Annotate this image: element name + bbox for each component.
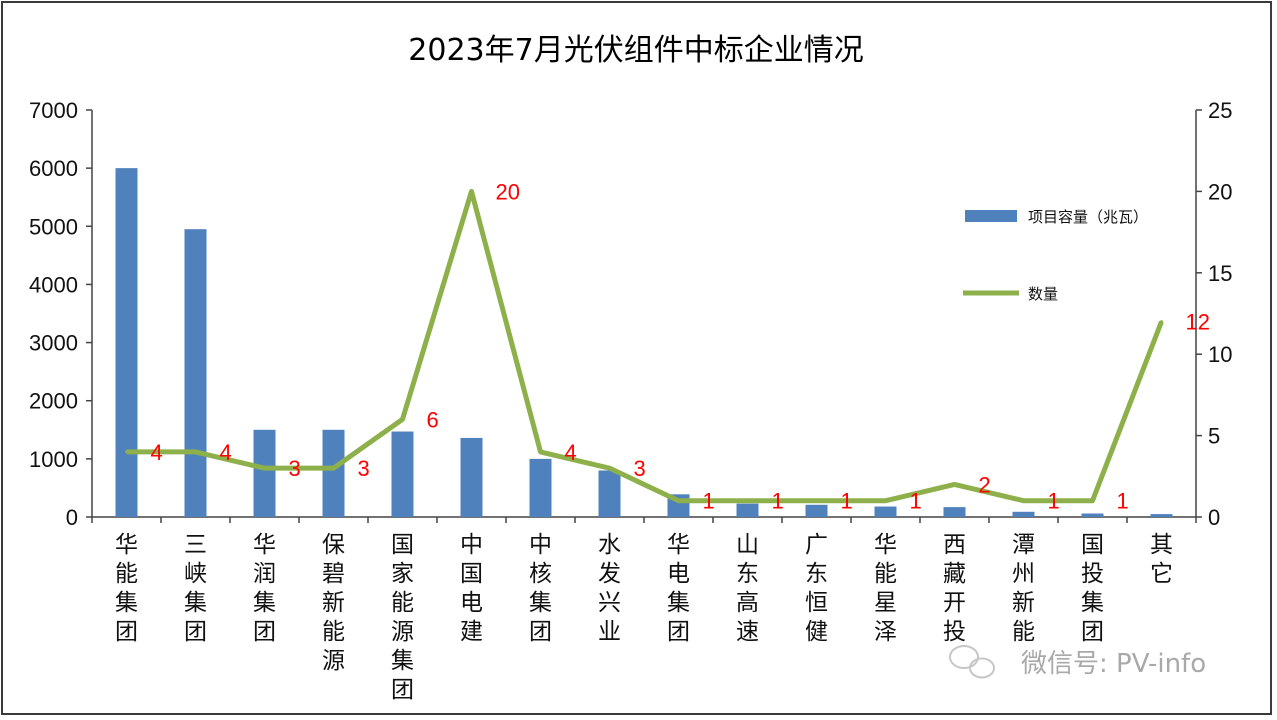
legend-line-label: 数量 bbox=[1028, 285, 1058, 303]
bar bbox=[184, 229, 207, 517]
data-label: 20 bbox=[496, 179, 520, 204]
line-point bbox=[1091, 499, 1094, 503]
line-point bbox=[539, 450, 542, 454]
line-point bbox=[746, 499, 749, 503]
data-label: 1 bbox=[910, 489, 922, 514]
left-tick-label: 3000 bbox=[29, 331, 78, 356]
left-tick-label: 1000 bbox=[29, 447, 78, 472]
left-tick-label: 0 bbox=[66, 505, 78, 530]
line-point bbox=[953, 482, 956, 486]
category-label: 其它 bbox=[1150, 532, 1173, 587]
category-label: 水发兴业 bbox=[598, 532, 621, 645]
category-label: 广东恒健 bbox=[805, 532, 828, 645]
data-label: 12 bbox=[1186, 310, 1210, 335]
bar-series bbox=[115, 168, 1173, 517]
category-labels: 华能集团 三峡集团 华润集团 保碧新能源 国家能源集团 中国电建 中核集团 水发兴业 华电集团 山… bbox=[115, 532, 1173, 703]
data-label: 1 bbox=[841, 489, 853, 514]
left-tick-label: 5000 bbox=[29, 214, 78, 239]
line-series bbox=[125, 188, 1164, 504]
bar bbox=[805, 504, 828, 517]
left-tick-label: 4000 bbox=[29, 272, 78, 297]
data-label: 4 bbox=[220, 440, 232, 465]
line-point bbox=[608, 466, 611, 470]
category-label: 华能星泽 bbox=[874, 532, 897, 645]
bar bbox=[1081, 513, 1104, 517]
data-label: 4 bbox=[565, 440, 577, 465]
legend-bar-label: 项目容量（兆瓦） bbox=[1028, 208, 1148, 226]
bar bbox=[391, 431, 414, 517]
category-label: 国投集团 bbox=[1081, 532, 1104, 645]
line-point bbox=[1160, 320, 1163, 324]
line-point bbox=[677, 499, 680, 503]
category-label: 西藏开投 bbox=[943, 532, 966, 645]
left-tick-label: 7000 bbox=[29, 98, 78, 123]
right-tick-label: 15 bbox=[1208, 261, 1232, 286]
bar bbox=[736, 503, 759, 517]
bar bbox=[874, 506, 897, 517]
category-label: 中核集团 bbox=[529, 532, 552, 645]
line-point bbox=[332, 466, 335, 470]
data-label: 3 bbox=[634, 456, 646, 481]
line-point bbox=[125, 450, 128, 454]
category-label: 中国电建 bbox=[460, 532, 483, 645]
data-label: 3 bbox=[358, 456, 370, 481]
data-label: 2 bbox=[979, 472, 991, 497]
bar bbox=[598, 470, 621, 517]
watermark-text: 微信号: PV-info bbox=[1021, 649, 1206, 679]
line-point bbox=[401, 417, 404, 421]
category-label: 三峡集团 bbox=[184, 532, 207, 645]
bar bbox=[1012, 511, 1035, 517]
data-label: 4 bbox=[151, 440, 163, 465]
line-point bbox=[884, 499, 887, 503]
category-label: 山东高速 bbox=[736, 532, 759, 645]
category-label: 保碧新能源 bbox=[322, 532, 345, 674]
category-label: 华能集团 bbox=[115, 532, 138, 645]
chart-title: 2023年7月光伏组件中标企业情况 bbox=[408, 33, 863, 68]
right-tick-label: 0 bbox=[1208, 505, 1220, 530]
legend-bar-swatch bbox=[965, 210, 1017, 222]
line-point bbox=[194, 450, 197, 454]
count-line bbox=[126, 188, 1164, 504]
data-label: 1 bbox=[703, 489, 715, 514]
data-label: 1 bbox=[1048, 489, 1060, 514]
bar bbox=[322, 429, 345, 517]
data-label: 3 bbox=[289, 456, 301, 481]
bar bbox=[1150, 514, 1173, 517]
left-tick-label: 6000 bbox=[29, 156, 78, 181]
axes: 0 1000 2000 3000 4000 5000 6000 7000 0 5 10 15 20 25 bbox=[29, 98, 1232, 530]
data-label: 1 bbox=[772, 489, 784, 514]
line-point bbox=[470, 189, 473, 193]
line-point bbox=[1022, 499, 1025, 503]
bar bbox=[943, 507, 966, 517]
wechat-icon bbox=[949, 645, 995, 679]
line-point bbox=[815, 499, 818, 503]
bar bbox=[529, 458, 552, 517]
right-tick-label: 10 bbox=[1208, 342, 1232, 367]
category-label: 国家能源集团 bbox=[391, 532, 414, 703]
watermark: 微信号: PV-info bbox=[949, 645, 1206, 679]
line-point bbox=[263, 466, 266, 470]
data-label: 1 bbox=[1117, 489, 1129, 514]
right-tick-label: 20 bbox=[1208, 179, 1232, 204]
bar bbox=[460, 437, 483, 517]
right-tick-label: 5 bbox=[1208, 424, 1220, 449]
data-label: 6 bbox=[427, 407, 439, 432]
left-tick-label: 2000 bbox=[29, 389, 78, 414]
right-tick-label: 25 bbox=[1208, 98, 1232, 123]
bar bbox=[115, 168, 138, 517]
bar bbox=[253, 429, 276, 517]
category-label: 潭州新能 bbox=[1012, 532, 1035, 645]
category-label: 华润集团 bbox=[253, 532, 276, 645]
legend: 项目容量（兆瓦） 数量 bbox=[963, 208, 1148, 303]
category-label: 华电集团 bbox=[667, 532, 690, 645]
